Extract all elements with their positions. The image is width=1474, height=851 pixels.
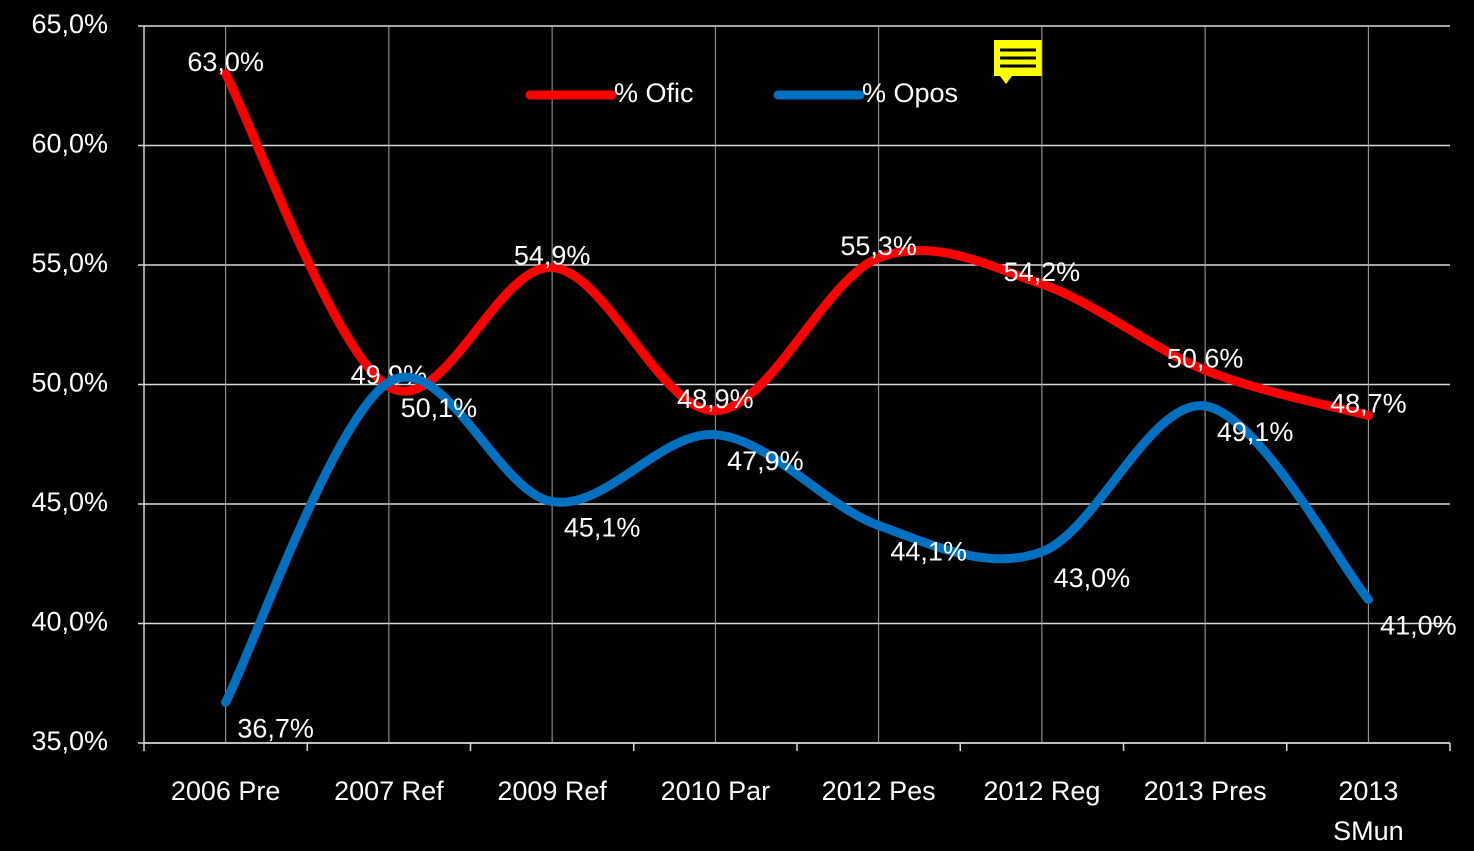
line: [221, 372, 1373, 707]
y-tick-label: 35,0%: [31, 726, 108, 756]
x-tick-label: 2007 Ref: [334, 776, 444, 806]
data-label: 48,7%: [1330, 389, 1407, 419]
note-icon: [994, 40, 1042, 84]
data-label: 45,1%: [564, 513, 641, 543]
x-tick-label: SMun: [1333, 816, 1404, 846]
data-label: 47,9%: [727, 446, 804, 476]
x-tick-label: 2009 Ref: [497, 776, 607, 806]
data-label: 54,9%: [514, 241, 591, 271]
y-tick-label: 40,0%: [31, 607, 108, 637]
x-tick-label: 2013 Pres: [1144, 776, 1267, 806]
y-tick-label: 65,0%: [31, 9, 108, 39]
data-label: 44,1%: [890, 537, 967, 567]
data-label: 55,3%: [840, 231, 917, 261]
data-label: 50,1%: [401, 393, 478, 423]
data-label: 63,0%: [187, 47, 264, 77]
x-tick-label: 2012 Pes: [822, 776, 936, 806]
data-label: 48,9%: [677, 384, 754, 414]
x-tick-label: 2012 Reg: [983, 776, 1100, 806]
y-tick-label: 50,0%: [31, 368, 108, 398]
x-tick-label: 2010 Par: [661, 776, 771, 806]
legend-label: % Ofic: [614, 78, 694, 108]
y-tick-label: 55,0%: [31, 248, 108, 278]
data-label: 36,7%: [237, 713, 314, 743]
data-label: 54,2%: [1004, 257, 1081, 287]
y-tick-label: 60,0%: [31, 129, 108, 159]
data-label: 49,1%: [1217, 417, 1294, 447]
x-tick-label: 2006 Pre: [171, 776, 281, 806]
y-tick-label: 45,0%: [31, 487, 108, 517]
data-label: 41,0%: [1380, 611, 1457, 641]
data-label: 43,0%: [1054, 563, 1131, 593]
data-label: 50,6%: [1167, 343, 1244, 373]
legend-label: % Opos: [862, 78, 958, 108]
x-tick-label: 2013: [1338, 776, 1398, 806]
